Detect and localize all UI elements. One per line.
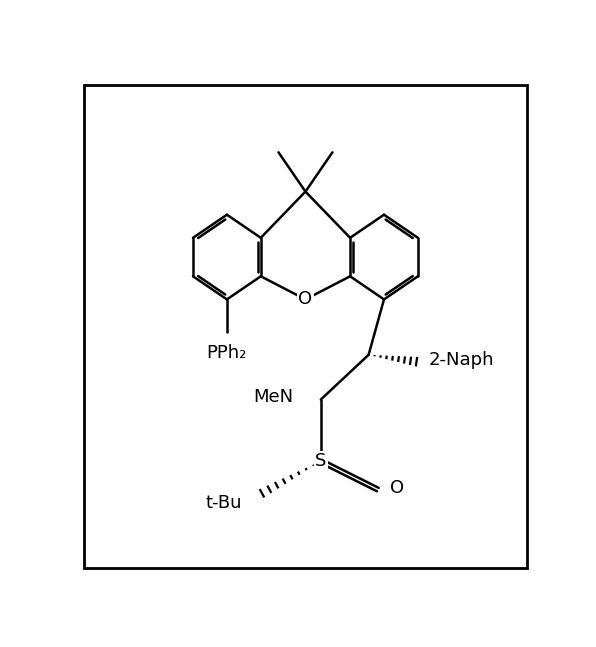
Text: PPh₂: PPh₂ <box>207 344 247 362</box>
Text: t-Bu: t-Bu <box>205 494 241 512</box>
Text: MeN: MeN <box>253 388 293 406</box>
Text: 2-Naph: 2-Naph <box>429 351 494 369</box>
Text: O: O <box>299 291 312 309</box>
Text: S: S <box>315 452 327 470</box>
Text: O: O <box>390 479 404 497</box>
